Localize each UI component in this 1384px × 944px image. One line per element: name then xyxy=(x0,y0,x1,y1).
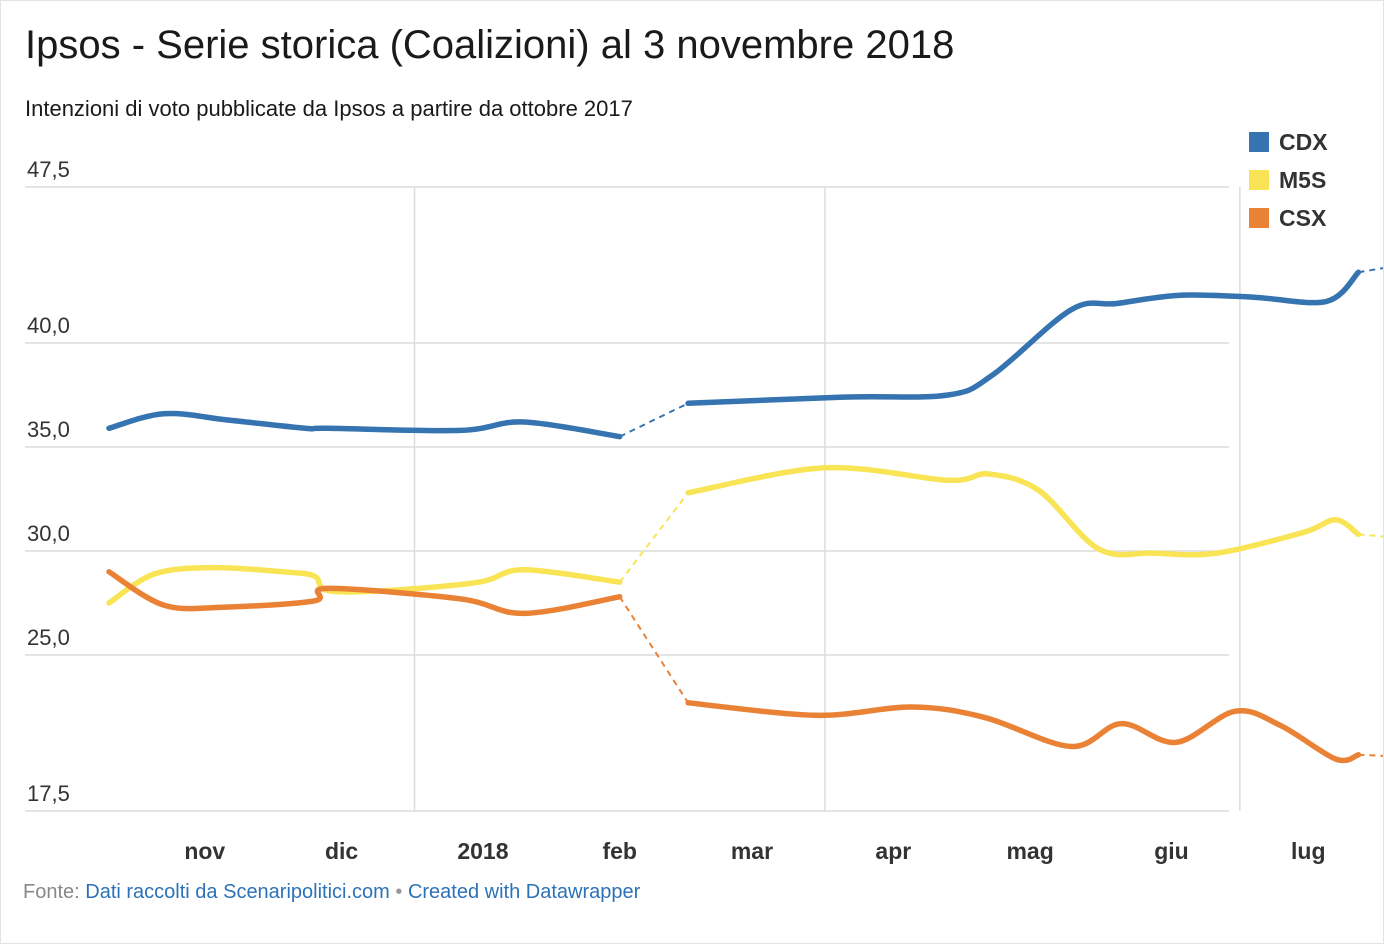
series-line-dashed xyxy=(1358,753,1383,757)
x-tick-label: lug xyxy=(1291,838,1326,864)
x-tick-label: apr xyxy=(875,838,911,864)
datawrapper-credit-link[interactable]: Created with Datawrapper xyxy=(407,881,641,903)
y-tick-label: 17,5 xyxy=(27,781,70,806)
series-line xyxy=(106,564,623,606)
grid xyxy=(25,186,1241,812)
x-tick-label: mar xyxy=(731,838,773,864)
x-tick-label: mag xyxy=(1006,838,1053,864)
legend-label-csx: CSX xyxy=(1279,205,1327,231)
x-tick-label: giu xyxy=(1154,838,1189,864)
series-lines xyxy=(106,267,1383,764)
series-line xyxy=(685,464,1362,558)
y-tick-label: 30,0 xyxy=(27,521,70,546)
footer-prefix: Fonte: xyxy=(23,881,86,903)
line-chart: 47,5 40,0 35,0 30,0 25,0 17,5 nov dic 2018 feb ma… xyxy=(25,129,1383,864)
series-csx xyxy=(106,569,1383,764)
x-axis-ticks: novdic2018febmaraprmaggiulugagosetott xyxy=(184,838,1326,864)
y-tick-label: 47,5 xyxy=(27,157,70,182)
series-line xyxy=(106,569,623,617)
legend-swatch-csx xyxy=(1249,208,1269,228)
y-tick-label: 25,0 xyxy=(27,625,70,650)
legend-swatch-m5s xyxy=(1249,170,1269,190)
series-line xyxy=(106,410,623,440)
chart-title: Ipsos - Serie storica (Coalizioni) al 3 … xyxy=(25,23,955,67)
series-line-dashed xyxy=(618,492,689,583)
x-tick-label: 2018 xyxy=(457,838,508,864)
series-line-dashed xyxy=(1358,267,1383,274)
series-line-dashed xyxy=(618,596,689,704)
chart-subtitle: Intenzioni di voto pubblicate da Ipsos a… xyxy=(25,96,633,121)
y-tick-label: 35,0 xyxy=(27,417,70,442)
series-line xyxy=(685,700,1362,764)
series-line xyxy=(685,269,1362,407)
source-link[interactable]: Dati raccolti da Scenaripolitici.com xyxy=(85,881,390,903)
y-axis-ticks: 47,5 40,0 35,0 30,0 25,0 17,5 xyxy=(27,157,70,806)
x-tick-label: nov xyxy=(184,838,225,864)
x-tick-label: feb xyxy=(602,838,637,864)
legend-label-cdx: CDX xyxy=(1279,129,1328,155)
footer: Fonte: Dati raccolti da Scenaripolitici.… xyxy=(23,881,640,904)
legend-swatch-cdx xyxy=(1249,132,1269,152)
footer-separator: • xyxy=(389,881,408,903)
legend-label-m5s: M5S xyxy=(1279,167,1326,193)
y-tick-label: 40,0 xyxy=(27,313,70,338)
series-cdx xyxy=(106,267,1383,440)
series-line-dashed xyxy=(1358,533,1383,538)
series-line-dashed xyxy=(619,402,689,438)
x-tick-label: dic xyxy=(325,838,358,864)
legend: CDX M5S CSX xyxy=(1249,129,1328,231)
series-m5s xyxy=(106,464,1383,606)
